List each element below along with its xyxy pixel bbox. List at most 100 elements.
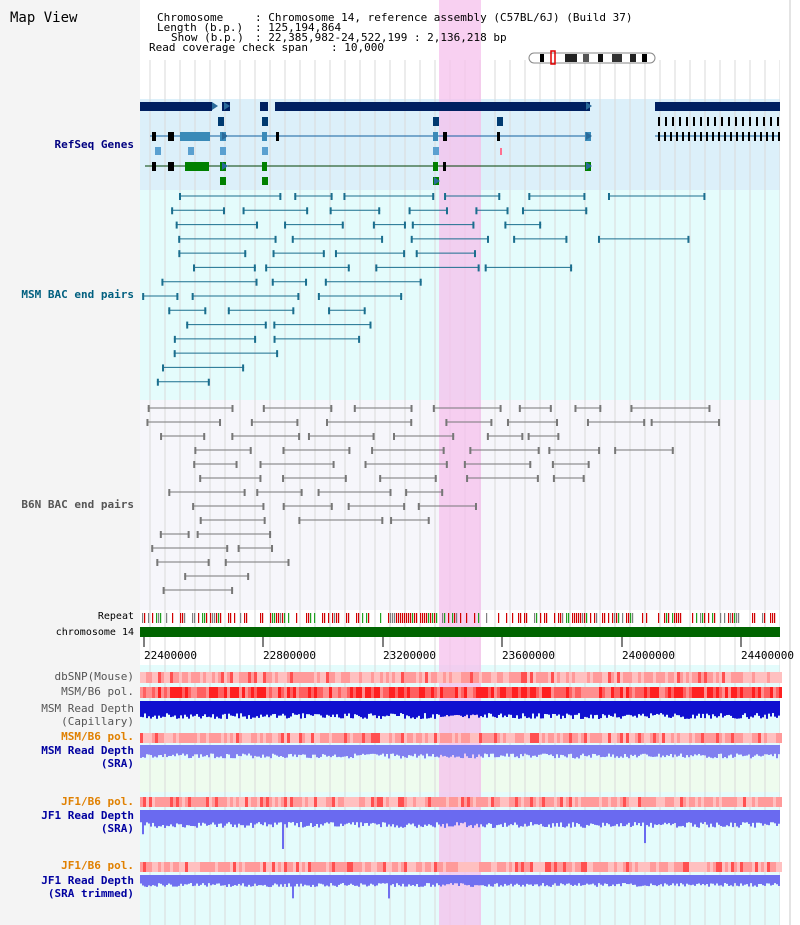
polymorphism-cell bbox=[482, 672, 485, 683]
bac-end-marker bbox=[614, 447, 617, 454]
gene-exon bbox=[672, 117, 674, 126]
polymorphism-cell bbox=[188, 687, 191, 698]
read-depth-bar bbox=[192, 810, 194, 827]
read-depth-bar bbox=[540, 875, 542, 886]
polymorphism-cell bbox=[668, 797, 671, 807]
repeat-element bbox=[618, 613, 620, 623]
track-label-jf1-b6-pol-2[interactable]: JF1/B6 pol. bbox=[61, 859, 134, 872]
bac-end-marker bbox=[265, 264, 268, 272]
polymorphism-cell bbox=[515, 687, 518, 698]
polymorphism-cell bbox=[263, 862, 266, 872]
read-depth-bar bbox=[336, 875, 338, 887]
read-depth-bar bbox=[240, 875, 242, 886]
polymorphism-cell bbox=[392, 862, 395, 872]
polymorphism-cell bbox=[290, 862, 293, 872]
read-depth-bar bbox=[390, 701, 392, 714]
track-label-msm-bac[interactable]: MSM BAC end pairs bbox=[21, 288, 134, 301]
polymorphism-cell bbox=[650, 862, 653, 872]
polymorphism-cell bbox=[530, 672, 533, 683]
repeat-element bbox=[738, 613, 740, 623]
polymorphism-cell bbox=[755, 733, 758, 743]
track-label-jf1-depth-sra-1[interactable]: JF1 Read Depth bbox=[41, 809, 134, 822]
polymorphism-cell bbox=[434, 862, 437, 872]
polymorphism-cell bbox=[701, 733, 704, 743]
track-label-msm-b6-pol-2[interactable]: MSM/B6 pol. bbox=[61, 730, 134, 743]
read-depth-bar bbox=[630, 701, 632, 716]
polymorphism-cell bbox=[371, 687, 374, 698]
polymorphism-cell bbox=[725, 672, 728, 683]
track-label-msm-depth-cap-1[interactable]: MSM Read Depth bbox=[41, 702, 134, 715]
track-label-msm-depth-sra-1[interactable]: MSM Read Depth bbox=[41, 744, 134, 757]
repeat-element bbox=[454, 613, 456, 623]
polymorphism-cell bbox=[500, 672, 503, 683]
read-depth-bar bbox=[376, 745, 378, 755]
track-label-msm-b6-pol[interactable]: MSM/B6 pol. bbox=[61, 685, 134, 698]
polymorphism-cell bbox=[227, 687, 230, 698]
read-depth-bar bbox=[462, 875, 464, 884]
track-label-jf1-depth-trim-1[interactable]: JF1 Read Depth bbox=[41, 874, 134, 887]
ideogram-band bbox=[565, 54, 577, 62]
read-depth-bar bbox=[472, 745, 474, 755]
polymorphism-cell bbox=[377, 862, 380, 872]
read-depth-bar bbox=[774, 810, 776, 824]
read-depth-bar bbox=[660, 745, 662, 758]
read-depth-bar bbox=[210, 875, 212, 886]
track-label-jf1-b6-pol[interactable]: JF1/B6 pol. bbox=[61, 795, 134, 808]
read-depth-bar bbox=[326, 875, 328, 886]
bac-end-marker bbox=[389, 489, 392, 496]
read-depth-bar bbox=[298, 701, 300, 715]
read-depth-bar bbox=[420, 875, 422, 887]
read-depth-bar bbox=[598, 701, 600, 719]
read-depth-bar bbox=[388, 745, 390, 759]
repeat-element bbox=[272, 613, 274, 623]
repeat-element bbox=[246, 613, 248, 623]
track-label-b6n-bac[interactable]: B6N BAC end pairs bbox=[21, 498, 134, 511]
read-depth-bar bbox=[666, 701, 668, 715]
polymorphism-cell bbox=[515, 672, 518, 683]
read-depth-bar bbox=[514, 701, 516, 719]
polymorphism-cell bbox=[389, 862, 392, 872]
read-depth-bar bbox=[346, 745, 348, 757]
track-label-refseq[interactable]: RefSeq Genes bbox=[54, 138, 134, 151]
read-depth-bar bbox=[602, 745, 604, 757]
polymorphism-cell bbox=[323, 797, 326, 807]
polymorphism-cell bbox=[641, 862, 644, 872]
read-depth-bar bbox=[752, 875, 754, 887]
read-depth-bar bbox=[704, 745, 706, 756]
read-depth-bar bbox=[740, 745, 742, 755]
read-depth-bar bbox=[286, 745, 288, 758]
repeat-element bbox=[346, 613, 348, 623]
read-depth-bar bbox=[764, 875, 766, 886]
bac-end-marker bbox=[219, 419, 222, 426]
read-depth-bar bbox=[230, 810, 232, 825]
read-depth-bar bbox=[454, 810, 456, 826]
read-depth-bar bbox=[478, 810, 480, 828]
track-label-repeat: Repeat bbox=[97, 611, 134, 622]
read-depth-bar bbox=[158, 875, 160, 884]
polymorphism-cell bbox=[608, 733, 611, 743]
polymorphism-cell bbox=[149, 672, 152, 683]
polymorphism-cell bbox=[227, 797, 230, 807]
polymorphism-cell bbox=[779, 797, 782, 807]
bac-end-marker bbox=[191, 293, 194, 300]
read-depth-bar bbox=[558, 701, 560, 715]
polymorphism-cell bbox=[185, 733, 188, 743]
read-depth-bar bbox=[724, 875, 726, 884]
read-depth-bar bbox=[274, 701, 276, 714]
read-depth-bar bbox=[410, 875, 412, 886]
polymorphism-cell bbox=[653, 672, 656, 683]
read-depth-bar bbox=[400, 701, 402, 714]
read-depth-bar bbox=[444, 745, 446, 756]
repeat-element bbox=[388, 613, 390, 623]
polymorphism-cell bbox=[656, 797, 659, 807]
polymorphism-cell bbox=[461, 672, 464, 683]
polymorphism-cell bbox=[713, 733, 716, 743]
polymorphism-cell bbox=[383, 687, 386, 698]
repeat-element bbox=[466, 613, 468, 623]
polymorphism-cell bbox=[566, 733, 569, 743]
polymorphism-cell bbox=[554, 862, 557, 872]
polymorphism-cell bbox=[485, 687, 488, 698]
track-label-dbsnp[interactable]: dbSNP(Mouse) bbox=[54, 670, 134, 683]
read-depth-bar bbox=[742, 701, 744, 715]
